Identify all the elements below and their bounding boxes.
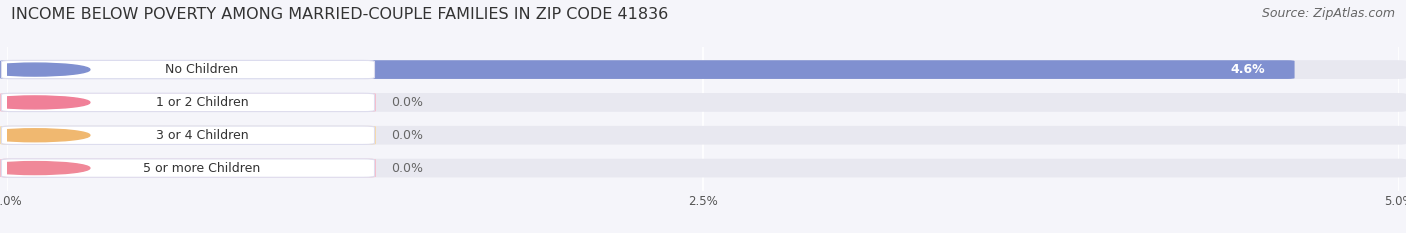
Text: 0.0%: 0.0%: [391, 96, 423, 109]
Circle shape: [0, 129, 90, 142]
FancyBboxPatch shape: [0, 93, 1406, 112]
Text: 5 or more Children: 5 or more Children: [143, 161, 260, 175]
Text: 3 or 4 Children: 3 or 4 Children: [156, 129, 249, 142]
Text: Source: ZipAtlas.com: Source: ZipAtlas.com: [1261, 7, 1395, 20]
FancyBboxPatch shape: [0, 60, 1295, 79]
FancyBboxPatch shape: [0, 159, 1406, 178]
FancyBboxPatch shape: [1, 126, 374, 144]
Circle shape: [0, 96, 90, 109]
Text: 4.6%: 4.6%: [1230, 63, 1265, 76]
Text: 0.0%: 0.0%: [391, 129, 423, 142]
FancyBboxPatch shape: [0, 126, 1406, 145]
FancyBboxPatch shape: [1, 60, 374, 79]
FancyBboxPatch shape: [1, 159, 374, 177]
FancyBboxPatch shape: [1, 93, 374, 112]
Text: No Children: No Children: [166, 63, 239, 76]
Text: 0.0%: 0.0%: [391, 161, 423, 175]
Circle shape: [0, 63, 90, 76]
Text: 1 or 2 Children: 1 or 2 Children: [156, 96, 249, 109]
FancyBboxPatch shape: [0, 93, 375, 112]
FancyBboxPatch shape: [0, 159, 375, 178]
FancyBboxPatch shape: [0, 60, 1406, 79]
Circle shape: [0, 162, 90, 175]
Text: INCOME BELOW POVERTY AMONG MARRIED-COUPLE FAMILIES IN ZIP CODE 41836: INCOME BELOW POVERTY AMONG MARRIED-COUPL…: [11, 7, 668, 22]
FancyBboxPatch shape: [0, 126, 375, 145]
